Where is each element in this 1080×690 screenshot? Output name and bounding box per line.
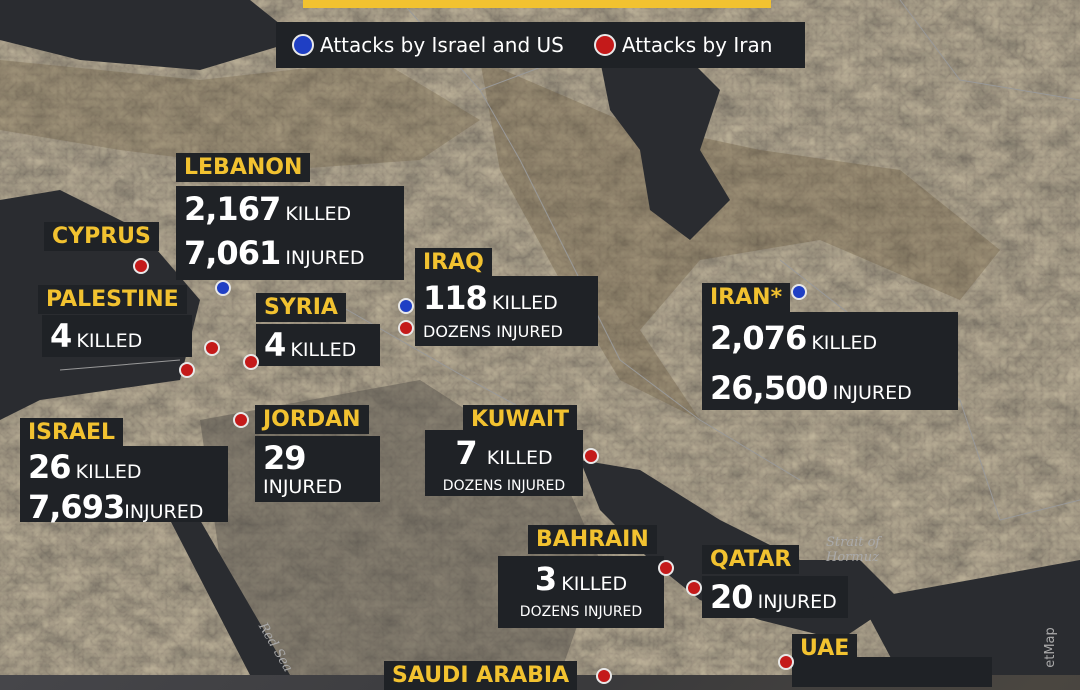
bahrain-marker[interactable] bbox=[658, 560, 674, 576]
kuwait-stats: 7 KILLED DOZENS INJURED bbox=[425, 430, 583, 496]
jordan-name: JORDAN bbox=[255, 405, 369, 434]
killed-label: KILLED bbox=[76, 330, 143, 352]
lebanon-name: LEBANON bbox=[176, 153, 311, 182]
qatar-stats: 20 INJURED bbox=[702, 576, 848, 618]
palestine-marker[interactable] bbox=[204, 340, 220, 356]
lebanon-marker[interactable] bbox=[215, 280, 231, 296]
injured-label: INJURED bbox=[832, 382, 912, 404]
bahrain-name: BAHRAIN bbox=[528, 525, 657, 554]
bahrain-stats: 3 KILLED DOZENS INJURED bbox=[498, 556, 664, 628]
kuwait-marker[interactable] bbox=[583, 448, 599, 464]
iraq-marker-iran[interactable] bbox=[398, 320, 414, 336]
iran-stats: 2,076 KILLED 26,500 INJURED bbox=[702, 312, 958, 410]
arabian-sea bbox=[860, 560, 1080, 675]
killed-label: KILLED bbox=[561, 573, 628, 595]
israel-name: ISRAEL bbox=[20, 418, 124, 447]
iran-name: IRAN* bbox=[702, 283, 791, 312]
israel-stats: 26 KILLED 7,693INJURED bbox=[20, 446, 228, 524]
israel-marker[interactable] bbox=[179, 362, 195, 378]
mountain-ridge-zagros bbox=[480, 60, 1000, 420]
injured-label: INJURED bbox=[263, 476, 343, 498]
syria-stats: 4 KILLED bbox=[256, 324, 380, 366]
palestine-killed: 4 bbox=[50, 317, 72, 355]
israel-killed: 26 bbox=[28, 448, 72, 486]
caspian-sea bbox=[600, 50, 730, 240]
palestine-name: PALESTINE bbox=[38, 285, 187, 314]
legend-item-israel-us: Attacks by Israel and US bbox=[292, 33, 564, 57]
red-sea bbox=[170, 520, 290, 675]
killed-label: KILLED bbox=[285, 203, 352, 225]
iraq-stats: 118 KILLED DOZENS INJURED bbox=[415, 276, 598, 346]
saudi-arabia-marker[interactable] bbox=[596, 668, 612, 684]
cyprus-name: CYPRUS bbox=[44, 222, 159, 251]
kuwait-name: KUWAIT bbox=[463, 405, 578, 434]
legend: Attacks by Israel and US Attacks by Iran bbox=[276, 22, 805, 68]
bahrain-killed: 3 bbox=[534, 560, 557, 598]
israel-injured: 7,693 bbox=[28, 488, 125, 526]
bahrain-injured: DOZENS INJURED bbox=[519, 604, 643, 620]
qatar-marker[interactable] bbox=[686, 580, 702, 596]
lebanon-injured: 7,061 bbox=[184, 234, 281, 272]
iran-injured: 26,500 bbox=[710, 369, 828, 407]
legend-item-iran: Attacks by Iran bbox=[593, 33, 772, 57]
killed-label: KILLED bbox=[811, 332, 878, 354]
iraq-injured: DOZENS INJURED bbox=[423, 322, 563, 341]
palestine-stats: 4 KILLED bbox=[42, 315, 192, 357]
iran-marker[interactable] bbox=[791, 284, 807, 300]
saudi-arabia-name: SAUDI ARABIA bbox=[384, 661, 578, 690]
black-sea bbox=[0, 0, 300, 70]
injured-label: INJURED bbox=[124, 501, 204, 523]
killed-label: KILLED bbox=[75, 461, 142, 483]
blue-dot-icon bbox=[292, 34, 314, 56]
iran-killed: 2,076 bbox=[710, 319, 807, 357]
qatar-name: QATAR bbox=[702, 545, 800, 574]
killed-label: KILLED bbox=[486, 447, 553, 469]
iraq-name: IRAQ bbox=[415, 248, 492, 277]
syria-killed: 4 bbox=[264, 326, 286, 364]
injured-label: INJURED bbox=[757, 591, 837, 613]
kuwait-killed: 7 bbox=[455, 434, 477, 472]
killed-label: KILLED bbox=[491, 292, 558, 314]
killed-label: KILLED bbox=[290, 339, 357, 361]
strait-of-hormuz-label: Strait of Hormuz bbox=[826, 535, 881, 565]
jordan-stats: 29 INJURED bbox=[255, 436, 380, 502]
syria-name: SYRIA bbox=[256, 293, 346, 322]
jordan-injured: 29 bbox=[263, 439, 307, 477]
cyprus-marker[interactable] bbox=[133, 258, 149, 274]
iraq-killed: 118 bbox=[423, 279, 488, 317]
lebanon-stats: 2,167 KILLED 7,061 INJURED bbox=[176, 186, 404, 280]
uae-stats bbox=[792, 657, 992, 687]
mountain-ridge-anatolia bbox=[0, 60, 480, 170]
jordan-marker[interactable] bbox=[233, 412, 249, 428]
qatar-injured: 20 bbox=[710, 578, 754, 616]
border-lines bbox=[59, 0, 1080, 521]
lebanon-killed: 2,167 bbox=[184, 190, 281, 228]
title-banner bbox=[303, 0, 771, 8]
kuwait-injured: DOZENS INJURED bbox=[442, 478, 566, 494]
map-credit: etMap bbox=[1042, 627, 1058, 668]
red-dot-icon bbox=[593, 34, 616, 56]
injured-label: INJURED bbox=[285, 247, 365, 269]
iraq-marker-israel-us[interactable] bbox=[398, 298, 414, 314]
syria-marker[interactable] bbox=[243, 354, 259, 370]
uae-marker[interactable] bbox=[778, 654, 794, 670]
